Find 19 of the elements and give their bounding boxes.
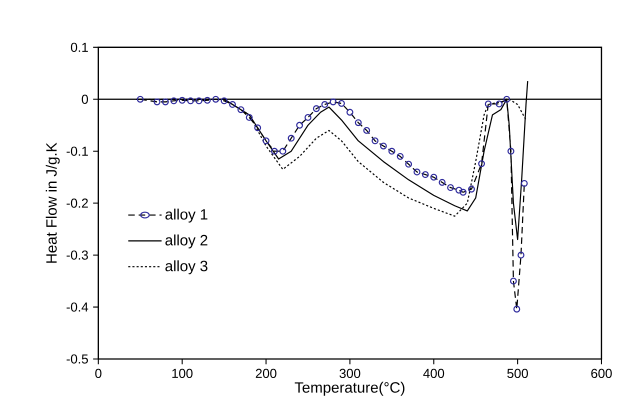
y-tick-label: -0.1: [66, 146, 88, 156]
legend-label: alloy 3: [165, 260, 208, 274]
y-axis-title: Heat Flow in J/g.K: [46, 142, 60, 263]
x-tick-label: 200: [256, 368, 276, 378]
x-tick-label: 600: [591, 368, 612, 378]
x-tick-label: 100: [172, 368, 193, 378]
legend-label: alloy 2: [165, 234, 208, 248]
y-tick-label: -0.2: [66, 198, 88, 208]
x-tick-label: 500: [507, 368, 528, 378]
x-tick-label: 0: [95, 368, 102, 378]
y-tick-label: -0.5: [66, 354, 88, 364]
x-tick-label: 300: [340, 368, 360, 378]
y-tick-label: 0.1: [70, 42, 88, 52]
legend-label: alloy 1: [165, 208, 208, 223]
y-tick-label: -0.4: [66, 302, 88, 312]
y-tick-label: 0: [82, 94, 88, 104]
x-tick-label: 400: [423, 368, 444, 378]
y-tick-label: -0.3: [66, 250, 88, 260]
x-axis-title: Temperature(°C): [294, 382, 404, 396]
